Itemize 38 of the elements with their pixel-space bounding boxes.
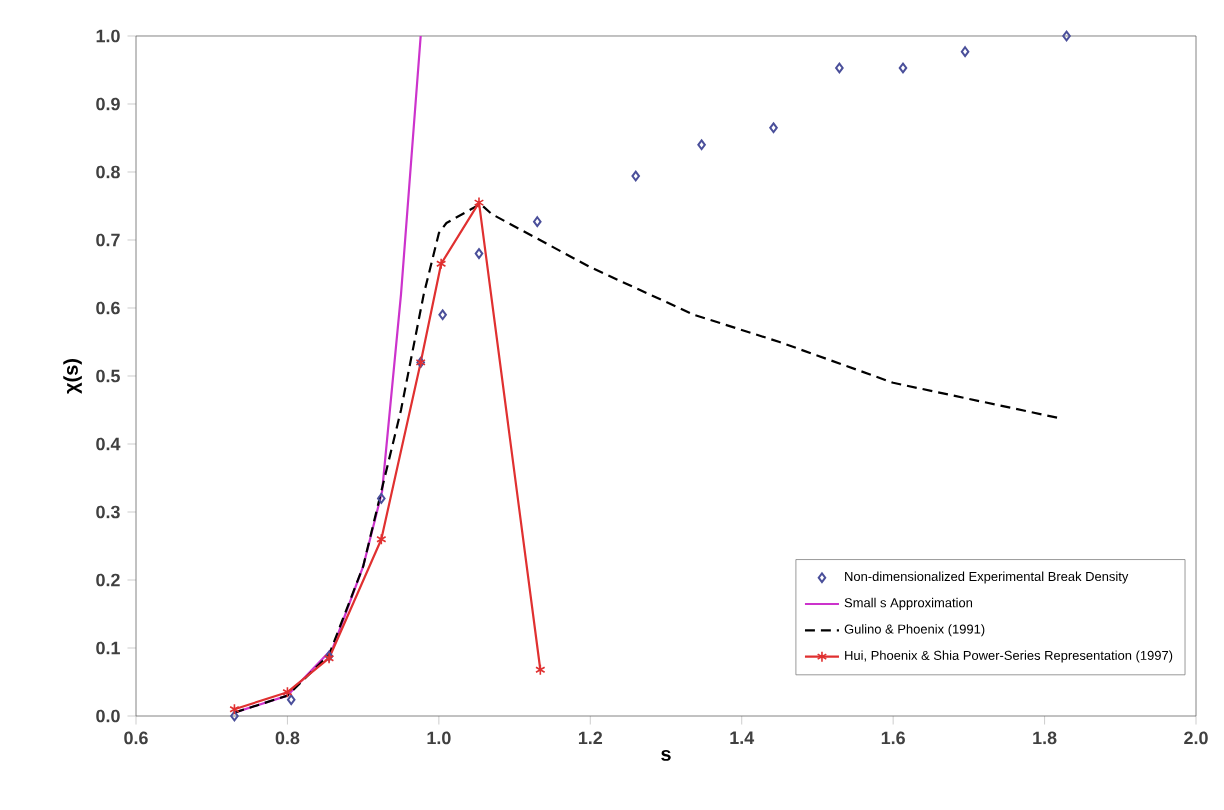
x-axis-title: s [661, 749, 671, 761]
x-tick-label: 1.6 [881, 731, 905, 745]
point [769, 122, 778, 134]
point [376, 533, 387, 545]
point [697, 139, 706, 151]
x-tick-label: 1.0 [427, 731, 451, 745]
y-tick-label: 0.9 [96, 97, 120, 111]
x-tick-label: 2.0 [1184, 731, 1208, 745]
y-tick-label: 0.2 [96, 573, 120, 587]
point [282, 686, 293, 698]
point [898, 62, 908, 74]
y-tick-label: 0.1 [96, 641, 120, 655]
point [960, 46, 970, 58]
point [286, 694, 296, 706]
x-tick-label: 1.4 [730, 731, 755, 744]
y-axis-title: χ(s) [63, 359, 82, 394]
y-tick-label: 0.5 [96, 369, 120, 383]
y-tick-label: 0.6 [96, 301, 120, 315]
y-tick-label: 1.0 [96, 29, 120, 43]
point [631, 170, 641, 182]
point [377, 493, 386, 504]
point [1062, 30, 1071, 42]
point [473, 196, 485, 209]
point [436, 258, 447, 270]
point [230, 710, 239, 722]
y-tick-label: 0.3 [96, 505, 120, 519]
y-tick-label: 0.7 [96, 233, 120, 247]
x-tick-label: 1.2 [578, 731, 603, 745]
y-tick-label: 0.0 [96, 709, 120, 723]
y-tick-label: 0.8 [96, 165, 120, 179]
point [438, 309, 447, 321]
y-tick-label: 0.4 [96, 437, 121, 451]
point [533, 216, 542, 228]
point [474, 248, 484, 259]
x-tick-label: 1.8 [1033, 731, 1057, 745]
point [835, 62, 844, 74]
x-tick-label: 0.6 [124, 731, 148, 745]
x-tick-label: 0.8 [275, 731, 300, 745]
